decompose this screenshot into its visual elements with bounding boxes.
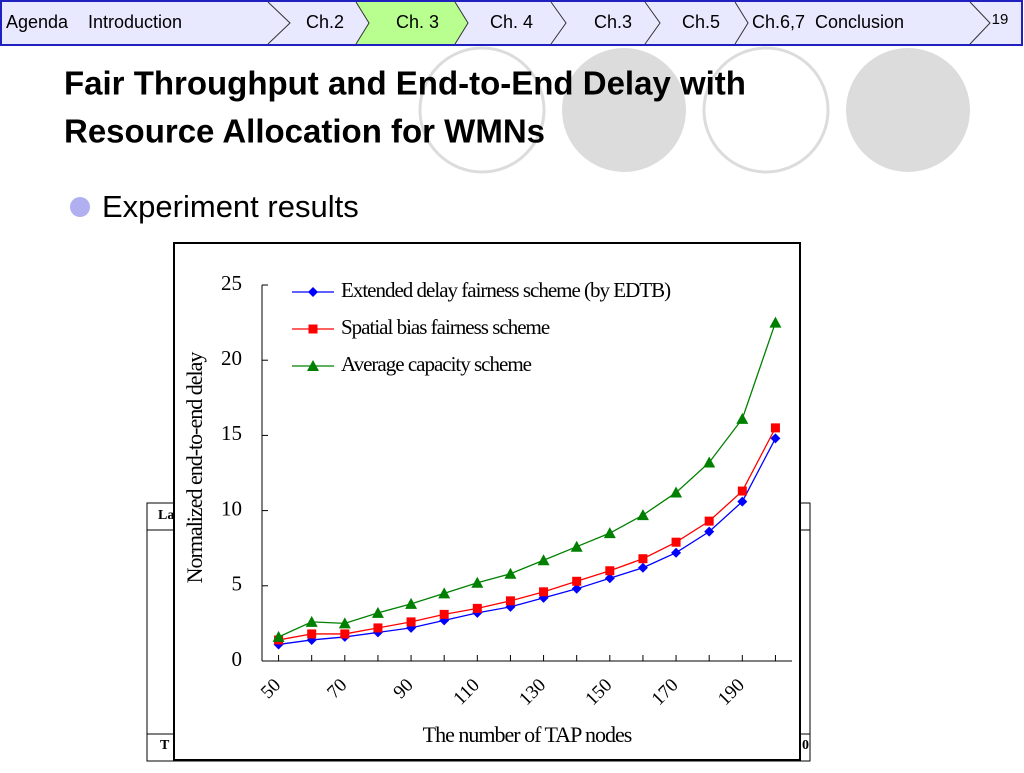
legend-label: Spatial bias fairness scheme <box>341 315 550 339</box>
table-text: 0 <box>802 738 809 753</box>
y-tick-label: 20 <box>221 346 242 370</box>
point <box>307 629 317 639</box>
point <box>438 587 451 599</box>
y-tick-label: 10 <box>221 496 242 520</box>
series-line <box>278 427 777 641</box>
nav-item: Ch.3 <box>594 12 632 32</box>
y-tick-label: 25 <box>221 271 242 295</box>
chevron <box>969 1 991 45</box>
chevron <box>644 1 661 45</box>
bullet-dot <box>70 197 90 217</box>
legend-label: Extended delay fairness scheme (by EDTB) <box>341 278 671 302</box>
point <box>308 287 318 297</box>
point <box>572 576 582 586</box>
chevron <box>355 1 370 45</box>
nav-bar <box>0 0 1023 46</box>
point <box>405 597 418 609</box>
point <box>539 587 549 597</box>
point <box>671 537 681 547</box>
chart-frame <box>173 242 801 761</box>
point <box>340 629 350 639</box>
point <box>770 433 781 444</box>
bullet-text: Experiment results <box>102 189 359 224</box>
series-line <box>278 438 777 646</box>
decor-circles <box>418 46 970 174</box>
point <box>307 360 319 371</box>
circle <box>846 48 970 172</box>
point <box>505 596 515 606</box>
point <box>471 576 484 588</box>
point <box>371 606 384 618</box>
nav-active <box>356 2 468 44</box>
point <box>338 617 351 629</box>
point <box>537 554 550 566</box>
point <box>769 316 782 328</box>
point <box>770 423 780 433</box>
point <box>636 509 649 521</box>
series-line <box>278 322 777 638</box>
point <box>637 562 648 573</box>
point <box>603 527 616 539</box>
point <box>704 526 715 537</box>
point <box>703 456 716 468</box>
title: Resource Allocation for WMNs <box>64 113 545 150</box>
x-axis-title: The number of TAP nodes <box>423 722 632 747</box>
chevron <box>454 1 469 45</box>
point <box>670 486 683 498</box>
point <box>704 516 714 526</box>
chevron <box>734 1 749 45</box>
circle <box>562 48 686 172</box>
point <box>406 617 416 627</box>
nav-item: Ch.6,7 <box>752 12 805 32</box>
point <box>439 609 449 619</box>
point <box>570 540 583 552</box>
point <box>308 324 318 334</box>
table-text: La <box>158 508 174 523</box>
y-tick-label: 0 <box>232 647 243 671</box>
circle <box>418 46 546 174</box>
y-tick-label: 5 <box>232 572 243 596</box>
point <box>504 567 517 579</box>
legend-label: Average capacity scheme <box>341 352 532 376</box>
nav-item: Ch. 3 <box>396 12 439 32</box>
point <box>571 583 582 594</box>
chevron <box>267 1 291 45</box>
point <box>605 566 615 576</box>
point <box>736 412 749 424</box>
table-text: T <box>160 738 170 753</box>
point <box>671 547 682 558</box>
point <box>272 630 285 642</box>
nav-item: Introduction <box>88 12 182 32</box>
point <box>638 554 648 564</box>
title: Fair Throughput and End-to-End Delay wit… <box>64 65 746 102</box>
nav-frame <box>0 0 1023 46</box>
point <box>472 603 482 613</box>
nav-item: Conclusion <box>815 12 904 32</box>
point <box>737 486 747 496</box>
chevron <box>550 1 567 45</box>
nav-item: Agenda <box>6 12 69 32</box>
nav-item: Ch.5 <box>682 12 720 32</box>
nav-item: Ch.2 <box>306 12 344 32</box>
point <box>737 496 748 507</box>
circle <box>702 46 830 174</box>
y-axis-title: Normalized end-to-end delay <box>182 352 207 584</box>
point <box>604 573 615 584</box>
page-number: 19 <box>992 11 1009 28</box>
point <box>305 615 318 627</box>
y-tick-label: 15 <box>221 421 242 445</box>
point <box>373 623 383 633</box>
nav-item: Ch. 4 <box>490 12 533 32</box>
